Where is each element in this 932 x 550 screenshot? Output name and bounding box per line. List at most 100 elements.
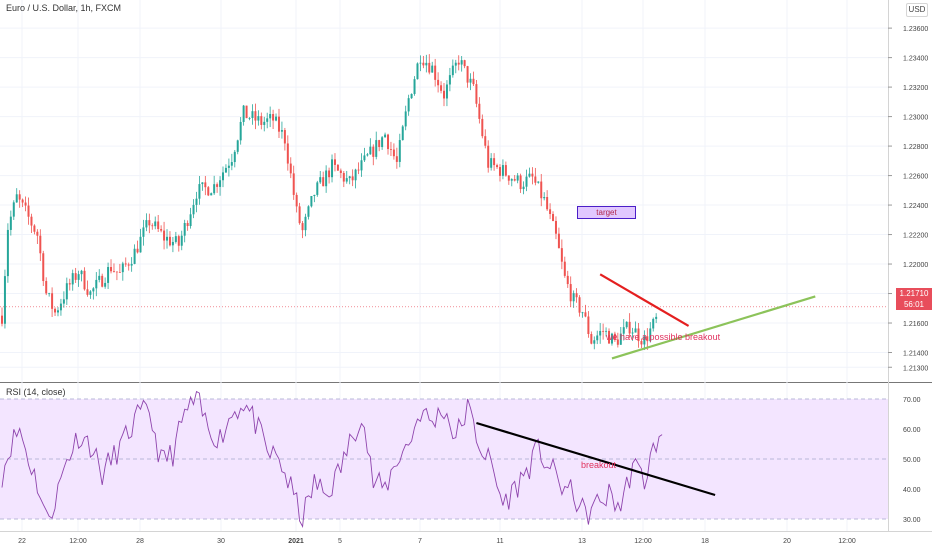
candle-body bbox=[625, 321, 628, 328]
candle-body bbox=[224, 167, 227, 173]
candle-body bbox=[1, 315, 3, 324]
candle-body bbox=[525, 176, 528, 187]
candle-body bbox=[77, 274, 80, 280]
candle-body bbox=[540, 181, 543, 199]
candle-body bbox=[566, 275, 569, 285]
candle-body bbox=[83, 270, 86, 290]
candle-body bbox=[283, 130, 286, 144]
candle-body bbox=[460, 60, 463, 65]
time-tick-label: 11 bbox=[496, 538, 503, 545]
candle-body bbox=[260, 116, 263, 125]
candle-body bbox=[248, 117, 251, 119]
candle-body bbox=[245, 105, 248, 119]
price-tick-label: 1.21300 bbox=[903, 365, 928, 372]
candle-body bbox=[192, 204, 195, 215]
candle-body bbox=[351, 176, 354, 181]
candle-body bbox=[195, 198, 198, 205]
candle-body bbox=[227, 165, 230, 168]
price-tick-label: 1.23600 bbox=[903, 26, 928, 33]
candle-body bbox=[481, 118, 484, 137]
symbol-title: Euro / U.S. Dollar, 1h, FXCM bbox=[6, 3, 122, 13]
candle-body bbox=[637, 328, 640, 342]
candle-body bbox=[242, 105, 245, 122]
candle-body bbox=[381, 137, 384, 148]
candle-body bbox=[80, 270, 83, 275]
candle-body bbox=[3, 276, 6, 324]
candle-body bbox=[398, 140, 401, 162]
candle-body bbox=[222, 172, 224, 181]
candle-body bbox=[257, 116, 260, 121]
candle-body bbox=[163, 230, 166, 241]
candle-body bbox=[366, 154, 369, 156]
countdown-tag: 56:01 bbox=[896, 299, 932, 310]
candle-body bbox=[210, 193, 213, 196]
time-tick-label: 12:00 bbox=[69, 538, 87, 545]
candle-body bbox=[628, 321, 631, 334]
candle-body bbox=[272, 114, 275, 121]
candle-body bbox=[643, 336, 646, 345]
candle-body bbox=[413, 79, 416, 94]
candle-body bbox=[336, 164, 339, 171]
candle-body bbox=[310, 196, 313, 207]
time-tick-label: 12:00 bbox=[838, 538, 856, 545]
candle-body bbox=[451, 65, 454, 76]
candle-body bbox=[133, 248, 136, 264]
candle-body bbox=[496, 165, 499, 168]
candle-body bbox=[493, 158, 496, 166]
candle-body bbox=[584, 312, 587, 317]
candle-body bbox=[251, 111, 254, 118]
candle-body bbox=[42, 253, 45, 282]
candle-body bbox=[95, 279, 98, 289]
candle-body bbox=[549, 209, 552, 215]
last-price-tag: 1.21710 bbox=[896, 288, 932, 299]
time-tick-label: 5 bbox=[338, 538, 342, 545]
candle-body bbox=[277, 116, 280, 132]
candle-body bbox=[622, 327, 625, 334]
candle-body bbox=[613, 333, 616, 340]
candle-body bbox=[107, 267, 110, 283]
candle-body bbox=[563, 261, 566, 276]
candle-body bbox=[422, 62, 425, 66]
candle-body bbox=[552, 214, 555, 221]
candle-body bbox=[127, 264, 130, 266]
candle-body bbox=[21, 199, 24, 203]
currency-badge[interactable]: USD bbox=[906, 3, 928, 17]
candle-body bbox=[478, 103, 481, 119]
candle-body bbox=[313, 194, 316, 197]
candle-body bbox=[616, 339, 619, 345]
candle-body bbox=[183, 223, 186, 236]
candle-body bbox=[307, 206, 310, 217]
candle-body bbox=[345, 178, 348, 182]
rsi-tick-label: 50.00 bbox=[903, 457, 921, 464]
candle-body bbox=[392, 149, 395, 157]
time-tick-label: 2021 bbox=[288, 538, 304, 545]
candle-body bbox=[36, 231, 39, 236]
price-tick-label: 1.22400 bbox=[903, 203, 928, 210]
candle-body bbox=[445, 84, 448, 99]
candle-body bbox=[213, 184, 216, 194]
candle-body bbox=[121, 263, 124, 273]
candle-body bbox=[136, 248, 139, 253]
candle-body bbox=[602, 330, 605, 332]
candle-body bbox=[45, 281, 48, 294]
candle-body bbox=[646, 336, 649, 342]
candle-body bbox=[39, 235, 42, 254]
price-tick-label: 1.23000 bbox=[903, 115, 928, 122]
candle-body bbox=[301, 223, 304, 231]
candle-body bbox=[619, 333, 622, 345]
candle-body bbox=[201, 182, 204, 185]
candle-body bbox=[463, 60, 466, 67]
candle-body bbox=[86, 289, 89, 295]
candle-body bbox=[369, 146, 372, 155]
candle-body bbox=[331, 159, 334, 178]
candle-body bbox=[490, 158, 493, 168]
candle-body bbox=[510, 179, 513, 181]
candle-body bbox=[142, 227, 145, 237]
candle-body bbox=[24, 202, 27, 206]
candle-body bbox=[275, 116, 278, 121]
candle-body bbox=[519, 175, 522, 190]
candle-body bbox=[263, 121, 266, 125]
candle-body bbox=[62, 299, 65, 304]
candle-body bbox=[160, 229, 163, 231]
candle-body bbox=[557, 233, 560, 249]
